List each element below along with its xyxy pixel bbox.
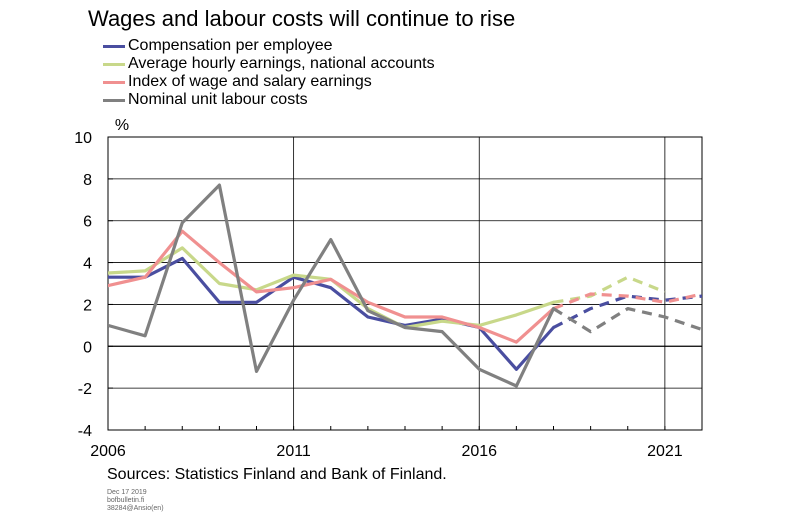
- series-line-actual: [108, 183, 556, 388]
- legend-swatch: [103, 98, 125, 102]
- legend-swatch: [103, 80, 125, 84]
- y-tick-label: 2: [83, 297, 92, 314]
- y-axis-unit: %: [115, 117, 129, 134]
- footnote-code: 38284@Ansio(en): [107, 505, 164, 512]
- y-tick-label: 4: [83, 256, 92, 273]
- legend-label: Index of wage and salary earnings: [128, 73, 372, 90]
- legend-swatch: [103, 62, 125, 66]
- series-line-forecast: [552, 307, 702, 334]
- legend-label: Compensation per employee: [128, 37, 333, 54]
- legend-swatch: [103, 44, 125, 48]
- y-tick-label: 0: [83, 339, 92, 356]
- legend-item: Average hourly earnings, national accoun…: [103, 55, 435, 73]
- legend: Compensation per employee Average hourly …: [103, 37, 435, 109]
- series-line-forecast: [553, 275, 666, 304]
- sources-note: Sources: Statistics Finland and Bank of …: [107, 466, 447, 483]
- legend-label: Average hourly earnings, national accoun…: [128, 55, 435, 72]
- footnote-date: Dec 17 2019: [107, 489, 147, 496]
- y-tick-label: -2: [78, 381, 92, 398]
- series-line-actual: [108, 256, 556, 371]
- x-tick-label: 2006: [90, 443, 126, 460]
- y-tick-label: -4: [78, 423, 92, 440]
- x-tick-label: 2021: [647, 443, 683, 460]
- legend-item: Nominal unit labour costs: [103, 91, 435, 109]
- y-tick-label: 10: [74, 130, 92, 147]
- chart-title: Wages and labour costs will continue to …: [88, 6, 516, 31]
- x-tick-label: 2016: [461, 443, 497, 460]
- series-group: [108, 183, 702, 388]
- y-tick-label: 8: [83, 172, 92, 189]
- x-tick-label: 2011: [276, 443, 311, 460]
- series-line-forecast: [552, 292, 702, 311]
- y-tick-label: 6: [83, 214, 92, 231]
- plot-frame: [107, 136, 703, 431]
- legend-item: Index of wage and salary earnings: [103, 73, 435, 91]
- legend-label: Nominal unit labour costs: [128, 91, 308, 108]
- series-line-actual: [108, 229, 556, 344]
- footnote-site: bofbulletin.fi: [107, 497, 145, 504]
- legend-item: Compensation per employee: [103, 37, 435, 55]
